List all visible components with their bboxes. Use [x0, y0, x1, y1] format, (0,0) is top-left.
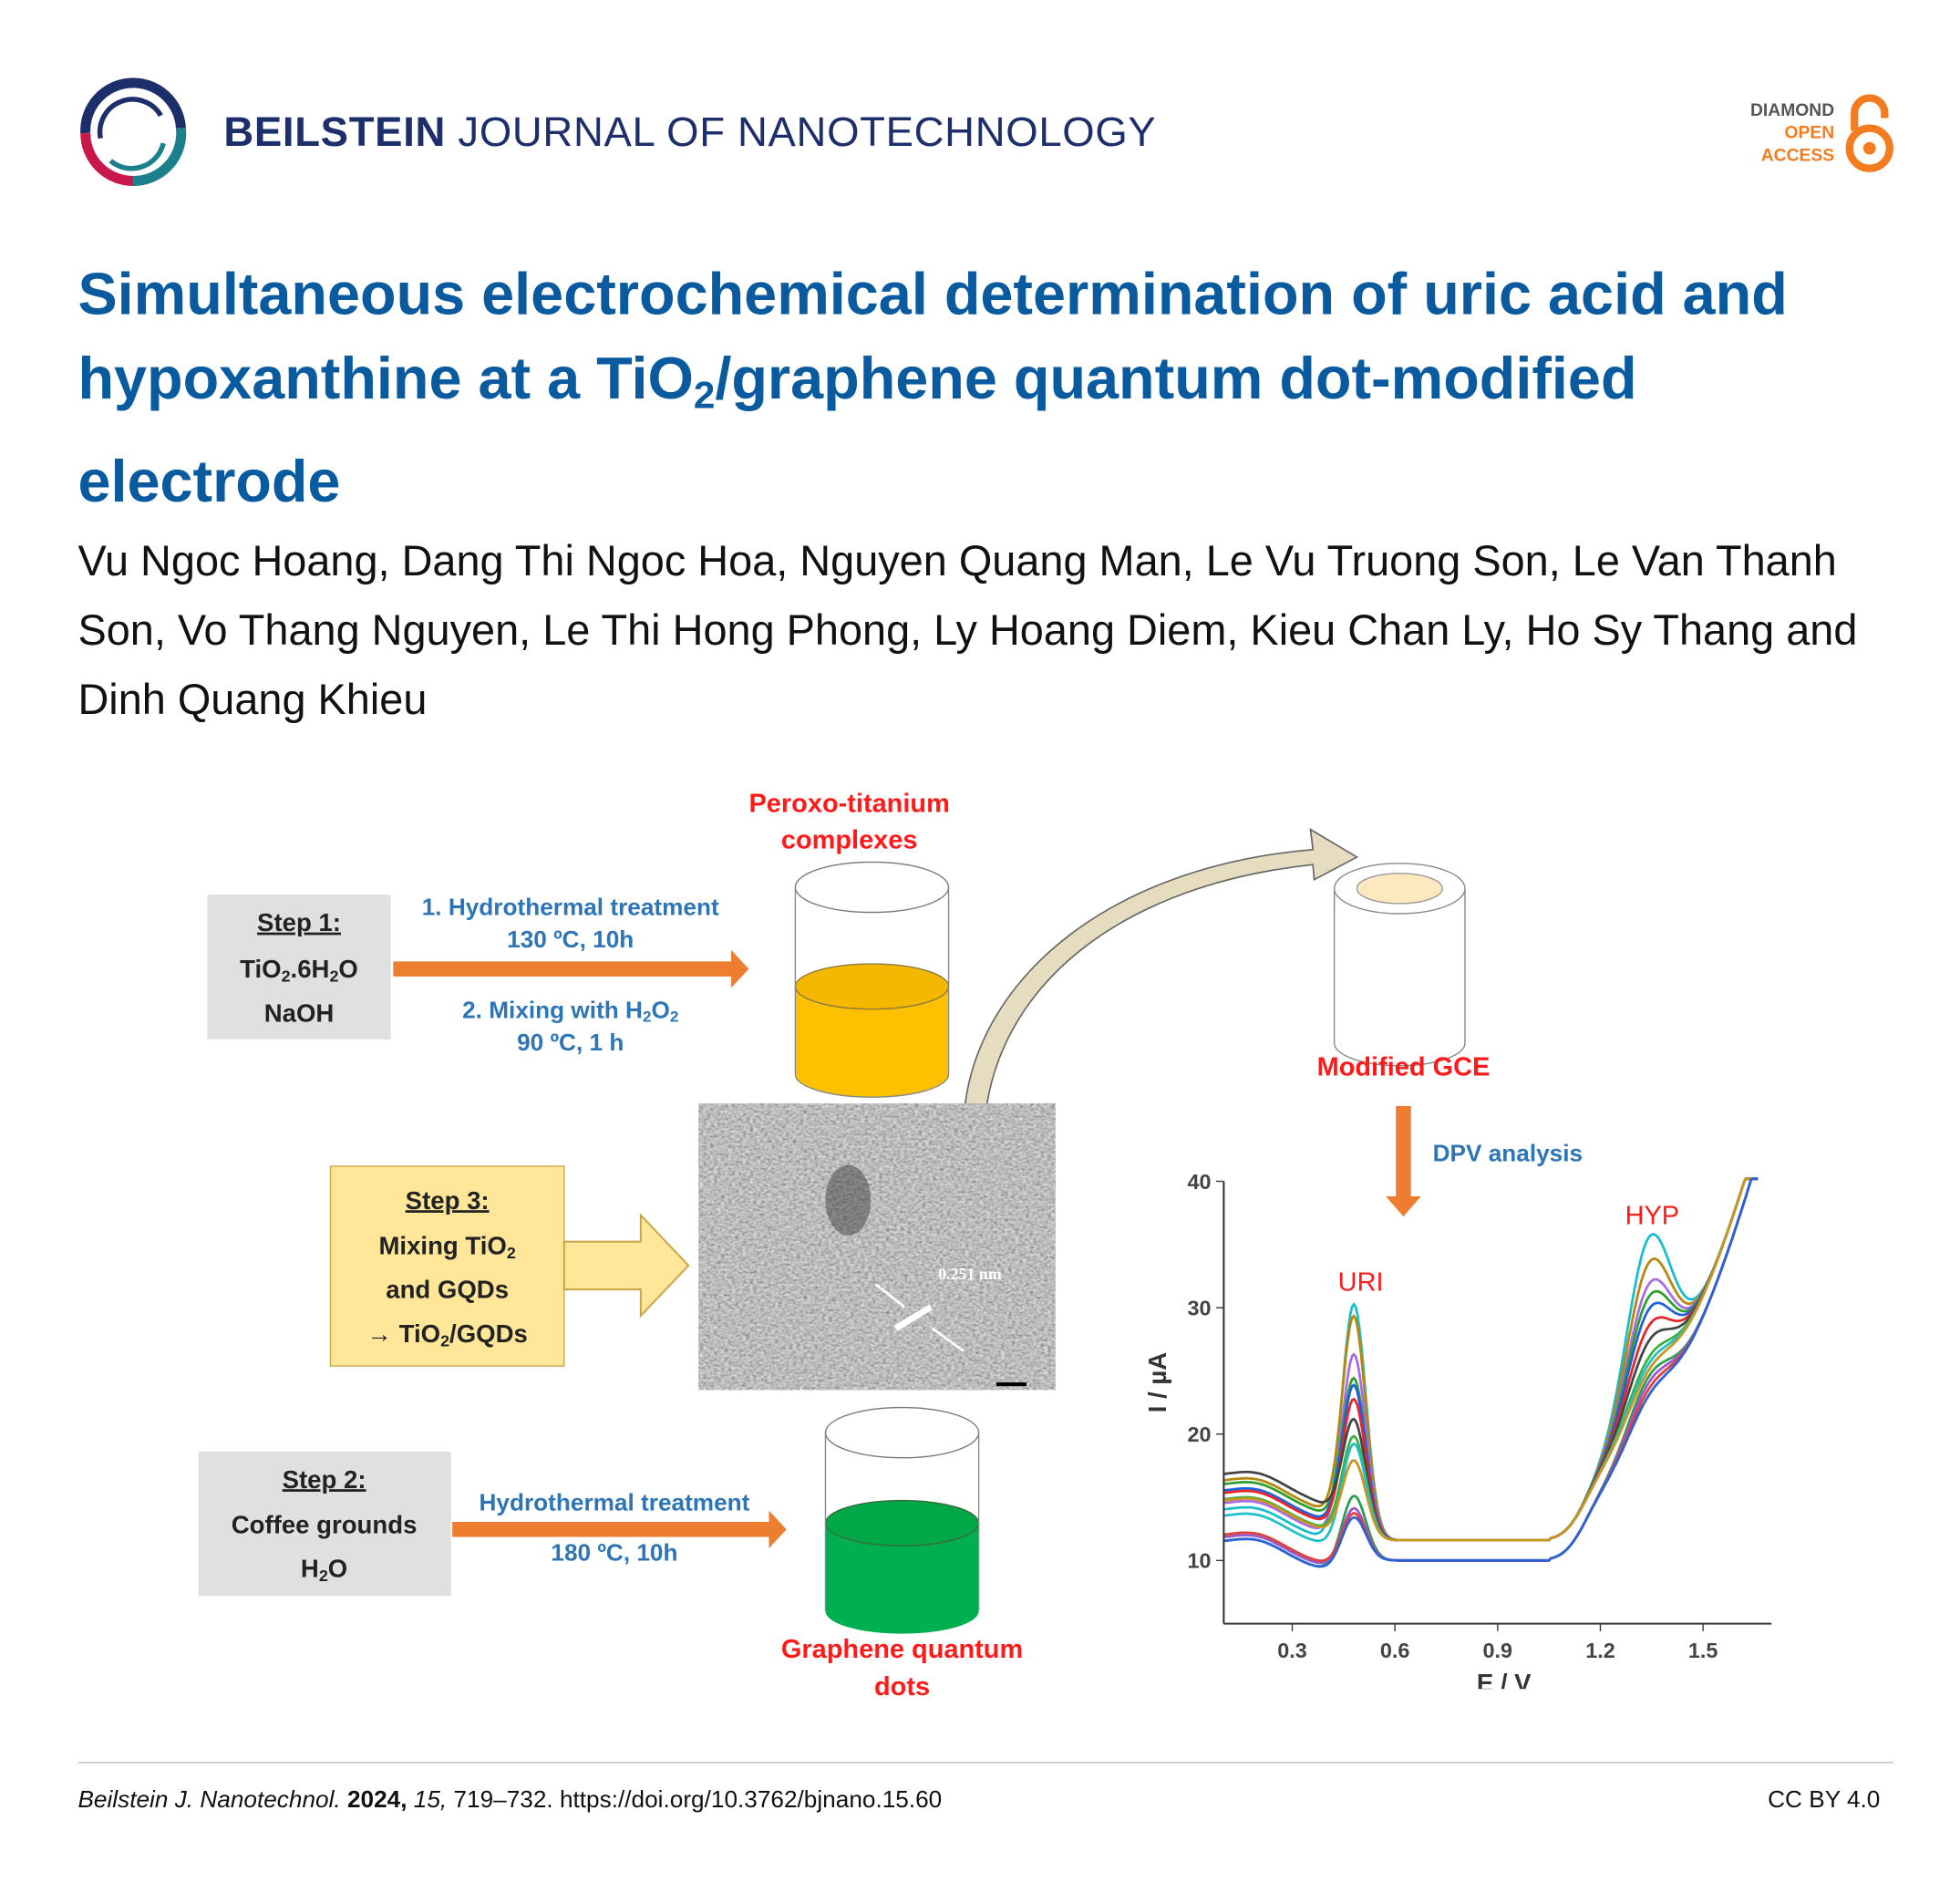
author-list: Vu Ngoc Hoang, Dang Thi Ngoc Hoa, Nguyen…	[77, 537, 1858, 724]
step1-box	[207, 895, 391, 1040]
arrow1-label-b: 130 ºC, 10h	[507, 927, 634, 955]
f: 2	[329, 967, 339, 986]
badge-access: ACCESS	[1760, 144, 1835, 165]
citation-doi[interactable]: 719–732. https://doi.org/10.3762/bjnano.…	[453, 1786, 943, 1814]
step2-line2: Coffee grounds	[231, 1511, 418, 1540]
c: 2	[669, 1008, 679, 1026]
f: TiO	[240, 956, 282, 985]
r: /GQDs	[449, 1320, 528, 1349]
c: 2	[642, 1008, 652, 1026]
dpv-curve-10	[1223, 1177, 1759, 1542]
x-tick-label: 0.6	[1380, 1639, 1410, 1662]
citation-volume: 15,	[413, 1786, 448, 1814]
r: 2	[440, 1330, 450, 1350]
curved-arrow-to-gce	[964, 828, 1359, 1110]
x-tick-label: 0.3	[1277, 1639, 1307, 1662]
dpv-curves	[1223, 1177, 1759, 1568]
y-tick-label: 20	[1188, 1422, 1212, 1446]
m: Mixing TiO	[378, 1233, 507, 1261]
arrow2-label-b: 180 ºC, 10h	[551, 1540, 678, 1567]
f: 2	[281, 967, 291, 986]
step2-line3: H2O	[301, 1557, 347, 1584]
footer-divider	[77, 1762, 1893, 1764]
arrow1-label-a: 1. Hydrothermal treatment	[421, 895, 719, 922]
f: .6H	[290, 956, 330, 985]
arrow-step2	[452, 1510, 787, 1548]
step2-box	[198, 1451, 451, 1597]
x-axis-label: E / V	[1476, 1671, 1532, 1690]
open-access-lock-icon	[1845, 94, 1893, 172]
annotation-uri: URI	[1337, 1267, 1384, 1298]
citation-year: 2024,	[346, 1786, 407, 1814]
c: O	[651, 998, 670, 1025]
peroxo-label-2: complexes	[780, 825, 918, 855]
x-tick-label: 0.9	[1483, 1639, 1513, 1662]
article-title: Simultaneous electrochemical determinati…	[77, 252, 1836, 522]
step3-line2: Mixing TiO2	[378, 1234, 515, 1260]
arrow-dpv	[1386, 1105, 1421, 1217]
arrow-step3	[562, 1213, 690, 1319]
badge-open: OPEN	[1784, 121, 1835, 142]
y-tick-label: 40	[1188, 1170, 1212, 1194]
lattice-spacing-label: 0.251 nm	[938, 1264, 1002, 1284]
dpv-curve-11	[1223, 1177, 1759, 1568]
y-tick-label: 30	[1188, 1296, 1212, 1319]
gce-label: Modified GCE	[1316, 1052, 1491, 1082]
step2-title: Step 2:	[282, 1466, 366, 1495]
h: O	[327, 1556, 348, 1584]
peroxo-label-1: Peroxo-titanium	[748, 789, 950, 819]
citation: Beilstein J. Nanotechnol. 2024, 15, 719–…	[77, 1787, 942, 1815]
journal-name: BEILSTEIN JOURNAL OF NANOTECHNOLOGY	[223, 109, 1156, 156]
m: 2	[506, 1243, 516, 1263]
y-axis-label: I / µA	[1144, 1351, 1172, 1413]
arrow1-label-d: 90 ºC, 1 h	[517, 1030, 624, 1058]
title-subscript: 2	[693, 374, 716, 418]
beaker-graphene-quantum-dots	[824, 1406, 980, 1634]
title-part2: /graphene quantum dot-modified electrode	[77, 344, 1637, 514]
step3-line4: → TiO2/GQDs	[366, 1322, 527, 1349]
diamond-open-access-badge: DIAMOND OPEN ACCESS	[1708, 98, 1834, 165]
citation-journal: Beilstein J. Nanotechnol.	[77, 1786, 341, 1814]
title-part1: Simultaneous electrochemical determinati…	[77, 260, 1788, 411]
c: 2. Mixing with H	[462, 998, 643, 1025]
step3-line3: and GQDs	[386, 1277, 510, 1305]
arrow2-label-a: Hydrothermal treatment	[479, 1490, 750, 1517]
scale-bar	[995, 1382, 1026, 1387]
arrow-step1	[393, 949, 749, 988]
f: O	[338, 956, 358, 985]
x-tick-label: 1.2	[1585, 1639, 1615, 1662]
step3-title: Step 3:	[405, 1187, 490, 1215]
step1-formula: TiO2.6H2O	[240, 957, 358, 984]
journal-name-bold: BEILSTEIN	[223, 108, 447, 155]
step1-naoh: NaOH	[263, 1000, 335, 1029]
journal-name-rest: JOURNAL OF NANOTECHNOLOGY	[458, 108, 1157, 155]
dpv-chart: 0.3 0.6 0.9 1.2 1.5 10 20 30 40	[1188, 1170, 1772, 1662]
y-tick-label: 10	[1188, 1549, 1212, 1573]
modified-gce-electrode	[1333, 863, 1466, 1067]
dpv-curve-13	[1223, 1177, 1759, 1562]
gqd-label-1: Graphene quantum	[780, 1635, 1024, 1664]
arrow1-label-c: 2. Mixing with H2O2	[462, 999, 678, 1025]
h: 2	[318, 1566, 328, 1586]
license: CC BY 4.0	[1768, 1786, 1881, 1814]
h: H	[300, 1556, 319, 1584]
x-tick-label: 1.5	[1688, 1639, 1718, 1662]
beaker-peroxo-titanium	[794, 861, 950, 1098]
dpv-curve-14	[1223, 1177, 1759, 1568]
dpv-label: DPV analysis	[1432, 1141, 1583, 1168]
annotation-hyp: HYP	[1625, 1201, 1680, 1231]
step1-title: Step 1:	[257, 909, 341, 938]
r: → TiO	[366, 1320, 441, 1349]
badge-diamond: DIAMOND	[1749, 98, 1835, 119]
journal-logo	[80, 78, 187, 186]
gqd-label-2: dots	[874, 1672, 931, 1702]
tem-image	[698, 1103, 1056, 1391]
